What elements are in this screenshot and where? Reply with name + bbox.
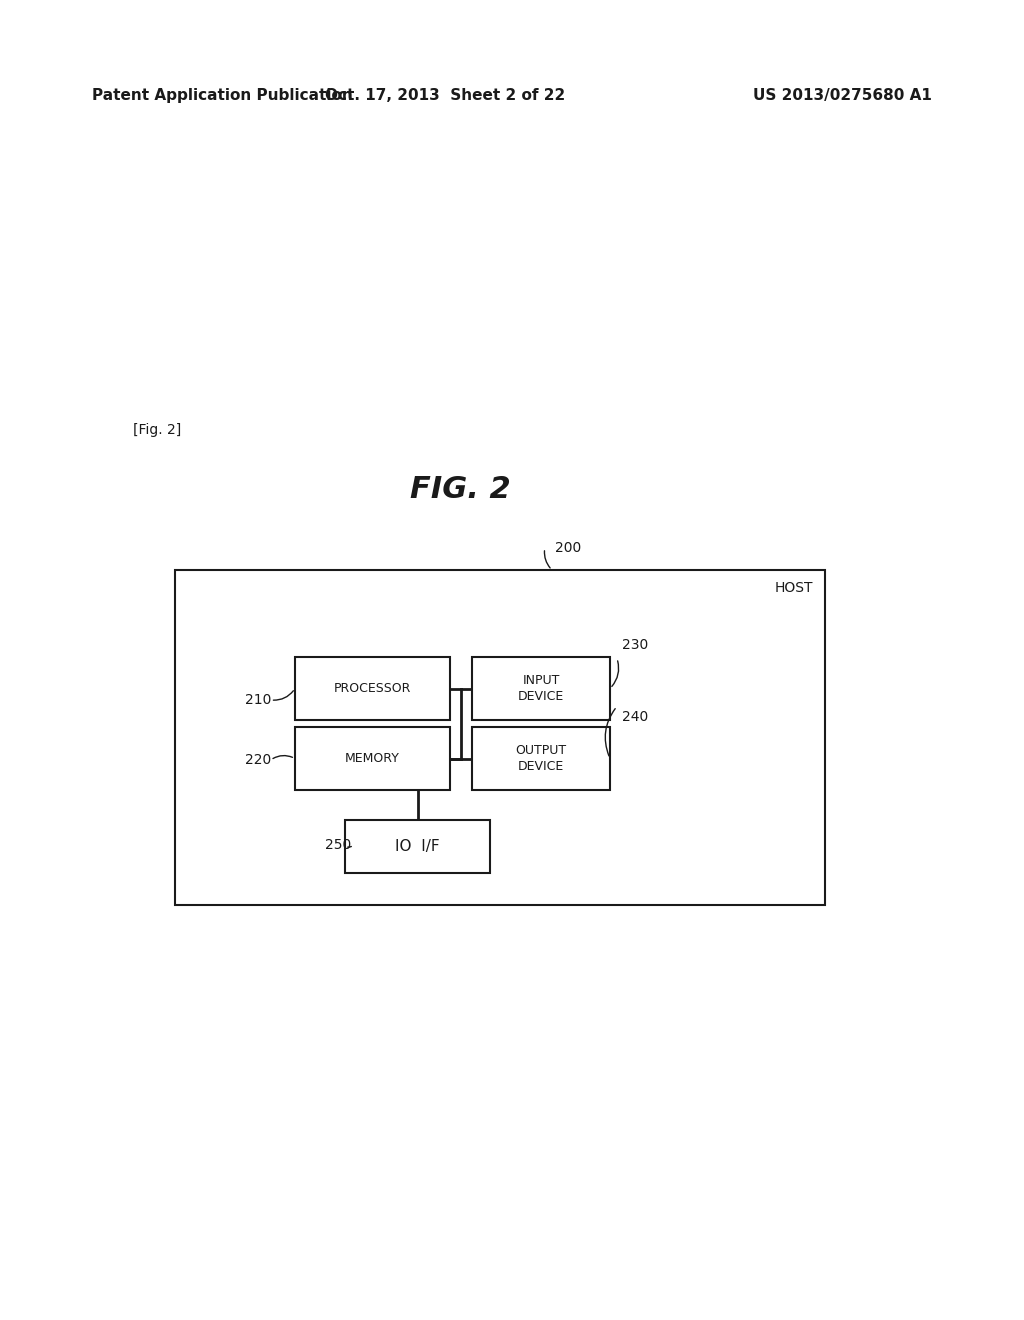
Text: US 2013/0275680 A1: US 2013/0275680 A1 (753, 87, 932, 103)
Text: 240: 240 (622, 710, 648, 723)
Bar (472, 657, 610, 719)
Text: OUTPUT
DEVICE: OUTPUT DEVICE (515, 744, 566, 772)
Text: 250: 250 (325, 838, 351, 851)
Bar (175, 570, 825, 906)
Text: Oct. 17, 2013  Sheet 2 of 22: Oct. 17, 2013 Sheet 2 of 22 (326, 87, 565, 103)
Text: 210: 210 (245, 693, 271, 708)
Bar (345, 820, 490, 873)
Text: PROCESSOR: PROCESSOR (334, 682, 412, 696)
Text: IO  I/F: IO I/F (395, 840, 440, 854)
Text: MEMORY: MEMORY (345, 752, 400, 766)
Text: Patent Application Publication: Patent Application Publication (92, 87, 353, 103)
Text: FIG. 2: FIG. 2 (411, 475, 511, 504)
Bar (472, 727, 610, 789)
Text: HOST: HOST (774, 581, 813, 594)
Text: [Fig. 2]: [Fig. 2] (133, 424, 181, 437)
Bar (295, 657, 450, 719)
Text: INPUT
DEVICE: INPUT DEVICE (518, 675, 564, 702)
Text: 230: 230 (622, 638, 648, 652)
Text: 220: 220 (245, 752, 271, 767)
Bar (295, 727, 450, 789)
Text: 200: 200 (555, 541, 582, 554)
